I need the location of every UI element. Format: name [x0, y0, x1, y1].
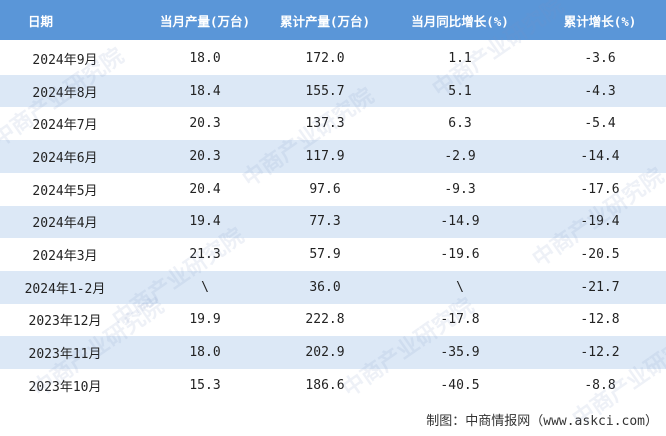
table-row: 2023年12月 19.9 222.8 -17.8 -12.8: [0, 304, 666, 337]
table-cell: 2023年10月: [28, 379, 102, 395]
table-cell: -14.9: [440, 214, 480, 230]
table-cell: 2024年3月: [32, 249, 98, 265]
table-cell: 20.3: [189, 116, 221, 132]
table-row: 2024年9月 18.0 172.0 1.1 -3.6: [0, 42, 666, 75]
table-cell: -17.8: [440, 312, 480, 328]
table-cell: 2024年7月: [32, 118, 98, 134]
table-cell: -9.3: [444, 181, 476, 197]
header-cell: 累计增长(%): [563, 13, 637, 29]
table-cell: 2024年4月: [32, 216, 98, 232]
table-cell: 172.0: [305, 50, 345, 66]
table-cell: -3.6: [584, 50, 616, 66]
table-cell: 15.3: [189, 377, 221, 393]
table-cell: -2.9: [444, 148, 476, 164]
table-cell: 5.1: [448, 83, 472, 99]
table-cell: -17.6: [580, 181, 620, 197]
table-cell: 186.6: [305, 377, 345, 393]
table-row: 2024年5月 20.4 97.6 -9.3 -17.6: [0, 173, 666, 206]
table-cell: \: [456, 279, 464, 295]
table-cell: -12.2: [580, 345, 620, 361]
table-cell: 21.3: [189, 247, 221, 263]
table-cell: 18.0: [189, 50, 221, 66]
table-cell: -19.6: [440, 247, 480, 263]
table-cell: 155.7: [305, 83, 345, 99]
table-cell: -8.8: [584, 377, 616, 393]
table-cell: -5.4: [584, 116, 616, 132]
table-cell: 19.4: [189, 214, 221, 230]
table-cell: -35.9: [440, 345, 480, 361]
table-cell: 2024年1-2月: [24, 281, 106, 297]
header-cell: 当月产量(万台): [159, 13, 251, 29]
table-cell: 117.9: [305, 148, 345, 164]
table-cell: 2024年9月: [32, 52, 98, 68]
table-cell: -19.4: [580, 214, 620, 230]
table-row: 2024年1-2月 \ 36.0 \ -21.7: [0, 270, 666, 304]
table-cell: -12.8: [580, 312, 620, 328]
table-cell: \: [201, 279, 209, 295]
table-row: 2024年3月 21.3 57.9 -19.6 -20.5: [0, 238, 666, 271]
footer: 制图：中商情报网（www.askci.com）: [426, 414, 658, 429]
table-cell: -4.3: [584, 83, 616, 99]
header-cell: 日期: [28, 13, 54, 29]
table-cell: 222.8: [305, 312, 345, 328]
table-cell: 137.3: [305, 116, 345, 132]
table-cell: 6.3: [448, 116, 472, 132]
table-cell: 20.4: [189, 181, 221, 197]
table-row: 2023年10月 15.3 186.6 -40.5 -8.8: [0, 369, 666, 402]
table-cell: 36.0: [309, 279, 341, 295]
table-cell: 97.6: [309, 181, 341, 197]
table-cell: 77.3: [309, 214, 341, 230]
table-cell: 2024年5月: [32, 183, 98, 199]
table-cell: 2024年8月: [32, 85, 98, 101]
table-cell: 2023年11月: [28, 347, 102, 363]
table-cell: 202.9: [305, 345, 345, 361]
table-cell: 2024年6月: [32, 150, 98, 166]
table-cell: 2023年12月: [28, 314, 102, 330]
table-row: 2023年11月 18.0 202.9 -35.9 -12.2: [0, 336, 666, 369]
header-cell: 累计产量(万台): [279, 13, 371, 29]
header-row: 日期 当月产量(万台) 累计产量(万台) 当月同比增长(%) 累计增长(%): [0, 0, 666, 40]
table-cell: 57.9: [309, 247, 341, 263]
table-row: 2024年7月 20.3 137.3 6.3 -5.4: [0, 107, 666, 140]
header-cell: 当月同比增长(%): [411, 13, 509, 29]
table-cell: 1.1: [448, 50, 472, 66]
table-cell: 19.9: [189, 312, 221, 328]
table-row: 2024年8月 18.4 155.7 5.1 -4.3: [0, 74, 666, 108]
table-cell: 18.4: [189, 83, 221, 99]
table-cell: 18.0: [189, 345, 221, 361]
table-cell: 20.3: [189, 148, 221, 164]
table-row: 2024年4月 19.4 77.3 -14.9 -19.4: [0, 205, 666, 239]
table-cell: -21.7: [580, 279, 620, 295]
table-cell: -40.5: [440, 377, 480, 393]
table-cell: -20.5: [580, 247, 620, 263]
table-cell: -14.4: [580, 148, 620, 164]
table-row: 2024年6月 20.3 117.9 -2.9 -14.4: [0, 140, 666, 173]
